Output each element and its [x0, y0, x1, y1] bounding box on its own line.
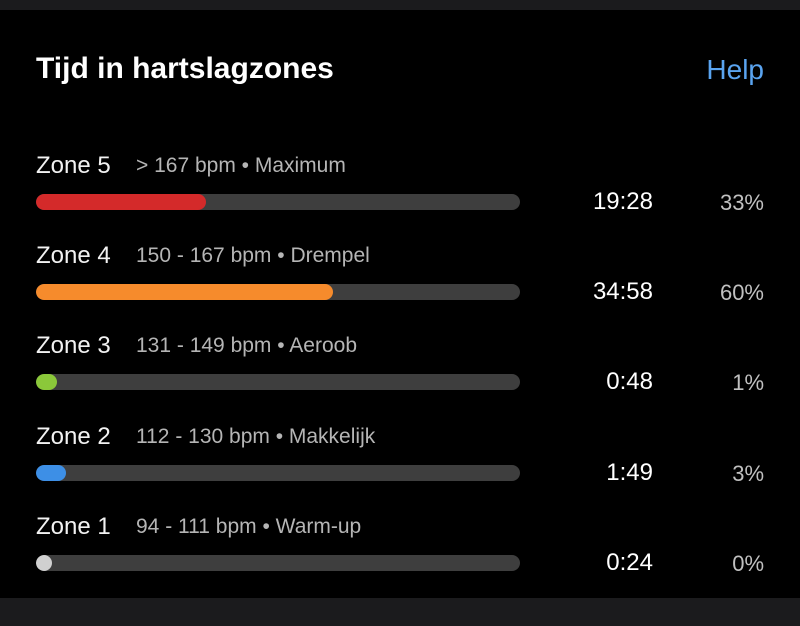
- help-link[interactable]: Help: [706, 54, 764, 85]
- zone-range: 112 - 130 bpm • Makkelijk: [136, 424, 376, 448]
- bottom-bar: [0, 598, 800, 626]
- bar-fill: [36, 554, 52, 571]
- bar-track: [36, 374, 520, 391]
- zone-time: 1:49: [606, 458, 653, 486]
- zone-name: Zone 3: [36, 332, 111, 360]
- zone-range: 94 - 111 bpm • Warm-up: [136, 514, 362, 538]
- bar-fill: [36, 374, 57, 391]
- zone-name: Zone 2: [36, 422, 111, 450]
- zone-percent: 60%: [719, 280, 764, 306]
- bar-track: [36, 194, 520, 210]
- zone-range: > 167 bpm • Maximum: [136, 154, 346, 177]
- zone-percent: 3%: [732, 460, 764, 486]
- zone-name: Zone 4: [36, 242, 111, 270]
- bar-track: [36, 464, 520, 481]
- top-bar: [0, 0, 800, 10]
- title: Tijd in hartslagzones: [36, 52, 334, 85]
- bar-fill: [36, 194, 207, 210]
- zone-range: 150 - 167 bpm • Drempel: [136, 244, 370, 268]
- zone-percent: 1%: [732, 370, 764, 396]
- bar-fill: [36, 284, 333, 301]
- zone-name: Zone 1: [36, 512, 111, 540]
- zone-time: 19:28: [592, 188, 653, 215]
- bar-track: [36, 554, 520, 571]
- zone-time: 34:58: [592, 278, 653, 306]
- zone-range: 131 - 149 bpm • Aeroob: [136, 334, 358, 358]
- zone-time: 0:48: [606, 368, 653, 396]
- zone-name: Zone 5: [36, 152, 111, 179]
- zone-time: 0:24: [606, 548, 653, 576]
- bar-track: [36, 284, 520, 301]
- zone-percent: 0%: [732, 550, 764, 576]
- zone-percent: 33%: [719, 190, 764, 215]
- bar-fill: [36, 464, 67, 481]
